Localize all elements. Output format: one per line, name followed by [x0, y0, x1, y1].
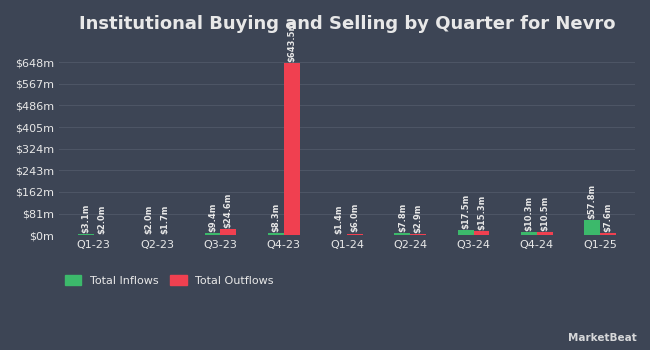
Text: $7.8m: $7.8m — [398, 203, 407, 232]
Bar — [94, 234, 110, 235]
Text: $2.0m: $2.0m — [145, 204, 153, 233]
Text: $15.3m: $15.3m — [477, 195, 486, 230]
Bar — [521, 232, 537, 235]
Text: $8.3m: $8.3m — [271, 203, 280, 232]
Text: $6.0m: $6.0m — [350, 203, 359, 232]
Text: MarketBeat: MarketBeat — [568, 333, 637, 343]
Bar — [347, 233, 363, 235]
Bar — [141, 234, 157, 235]
Bar — [474, 231, 489, 235]
Text: $17.5m: $17.5m — [462, 194, 470, 229]
Text: $1.7m: $1.7m — [161, 204, 170, 234]
Bar — [78, 234, 94, 235]
Text: $643.5m: $643.5m — [287, 21, 296, 62]
Bar — [410, 234, 426, 235]
Text: $24.6m: $24.6m — [224, 192, 233, 228]
Text: $57.8m: $57.8m — [588, 183, 597, 219]
Text: $9.4m: $9.4m — [208, 202, 217, 232]
Bar — [458, 231, 474, 235]
Bar — [283, 63, 300, 235]
Text: $3.1m: $3.1m — [81, 204, 90, 233]
Title: Institutional Buying and Selling by Quarter for Nevro: Institutional Buying and Selling by Quar… — [79, 15, 616, 33]
Legend: Total Inflows, Total Outflows: Total Inflows, Total Outflows — [64, 275, 274, 286]
Text: $10.3m: $10.3m — [525, 196, 534, 231]
Bar — [584, 220, 600, 235]
Text: $7.6m: $7.6m — [604, 203, 612, 232]
Text: $2.0m: $2.0m — [98, 204, 106, 233]
Bar — [395, 233, 410, 235]
Text: $1.4m: $1.4m — [335, 204, 344, 234]
Bar — [205, 233, 220, 235]
Text: $10.5m: $10.5m — [540, 196, 549, 231]
Text: $2.9m: $2.9m — [413, 204, 423, 233]
Bar — [537, 232, 552, 235]
Bar — [220, 229, 236, 235]
Bar — [600, 233, 616, 235]
Bar — [268, 233, 283, 235]
